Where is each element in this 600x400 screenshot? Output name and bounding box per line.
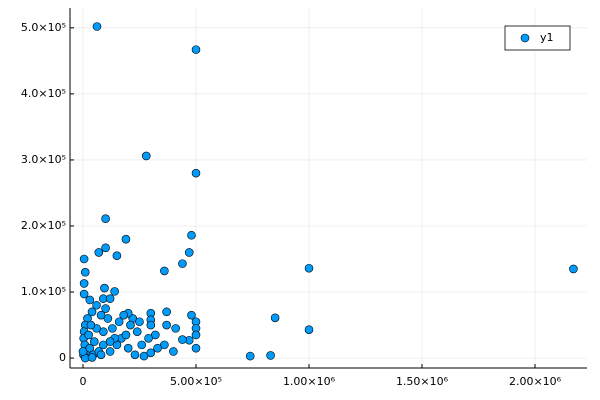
point bbox=[94, 248, 104, 257]
point bbox=[162, 320, 171, 330]
point bbox=[121, 330, 131, 340]
point bbox=[146, 348, 156, 358]
point bbox=[87, 307, 97, 317]
point bbox=[86, 320, 96, 330]
point bbox=[96, 350, 106, 360]
point bbox=[114, 317, 124, 327]
point bbox=[108, 324, 117, 333]
point bbox=[569, 264, 578, 274]
point bbox=[79, 289, 89, 299]
point bbox=[146, 320, 156, 330]
point bbox=[144, 333, 153, 343]
point bbox=[110, 287, 119, 296]
point bbox=[162, 307, 171, 317]
point bbox=[101, 243, 110, 253]
point bbox=[79, 279, 89, 288]
point bbox=[79, 254, 89, 264]
point bbox=[304, 325, 314, 334]
legend-box bbox=[504, 25, 571, 51]
point bbox=[126, 320, 135, 330]
point bbox=[101, 304, 110, 313]
point bbox=[171, 324, 180, 333]
point bbox=[187, 310, 196, 320]
point bbox=[304, 263, 314, 273]
point bbox=[105, 294, 115, 303]
point bbox=[101, 214, 110, 224]
point bbox=[87, 353, 97, 362]
point bbox=[105, 337, 115, 346]
x-tick-label: 2.00×10⁶ bbox=[509, 375, 562, 388]
point bbox=[130, 350, 140, 360]
point bbox=[135, 317, 144, 327]
point bbox=[266, 351, 275, 360]
point bbox=[119, 310, 128, 320]
point bbox=[80, 267, 90, 277]
x-tick-label: 5.00×10⁵ bbox=[170, 375, 222, 388]
point bbox=[139, 351, 149, 361]
y-tick-label: 3.0×10⁵ bbox=[21, 153, 66, 166]
point bbox=[112, 251, 122, 261]
point bbox=[103, 314, 113, 323]
point bbox=[121, 234, 131, 244]
point bbox=[92, 300, 101, 310]
point bbox=[169, 347, 178, 356]
y-tick-label: 0 bbox=[59, 351, 66, 364]
point bbox=[85, 295, 95, 305]
x-tick-label: 1.00×10⁶ bbox=[283, 375, 336, 388]
point bbox=[78, 347, 88, 356]
x-tick-label: 1.50×10⁶ bbox=[396, 375, 449, 388]
y-tick-label: 1.0×10⁵ bbox=[21, 285, 66, 298]
point bbox=[153, 343, 162, 353]
point bbox=[141, 151, 151, 161]
y-tick-label: 4.0×10⁵ bbox=[21, 87, 66, 100]
point bbox=[178, 259, 187, 268]
point bbox=[178, 335, 187, 344]
point bbox=[96, 310, 106, 320]
point bbox=[160, 340, 169, 350]
point bbox=[89, 337, 99, 346]
y-tick-label: 2.0×10⁵ bbox=[21, 219, 66, 232]
point bbox=[184, 248, 194, 257]
point bbox=[99, 327, 108, 336]
point bbox=[191, 343, 201, 353]
point bbox=[105, 347, 115, 356]
point bbox=[191, 330, 201, 340]
point bbox=[123, 343, 133, 353]
x-tick-label: 0 bbox=[79, 375, 86, 388]
point bbox=[191, 45, 201, 54]
point bbox=[137, 340, 147, 350]
point bbox=[84, 330, 93, 340]
point bbox=[191, 168, 201, 178]
legend-label: y1 bbox=[540, 31, 554, 44]
point bbox=[92, 22, 102, 31]
point bbox=[270, 313, 280, 323]
point bbox=[100, 283, 109, 293]
point bbox=[245, 351, 255, 361]
point bbox=[151, 330, 160, 340]
legend-marker bbox=[520, 33, 530, 43]
point bbox=[160, 266, 169, 276]
point bbox=[187, 230, 196, 240]
point bbox=[132, 327, 142, 336]
point bbox=[99, 340, 108, 350]
y-tick-label: 5.0×10⁵ bbox=[21, 21, 66, 34]
